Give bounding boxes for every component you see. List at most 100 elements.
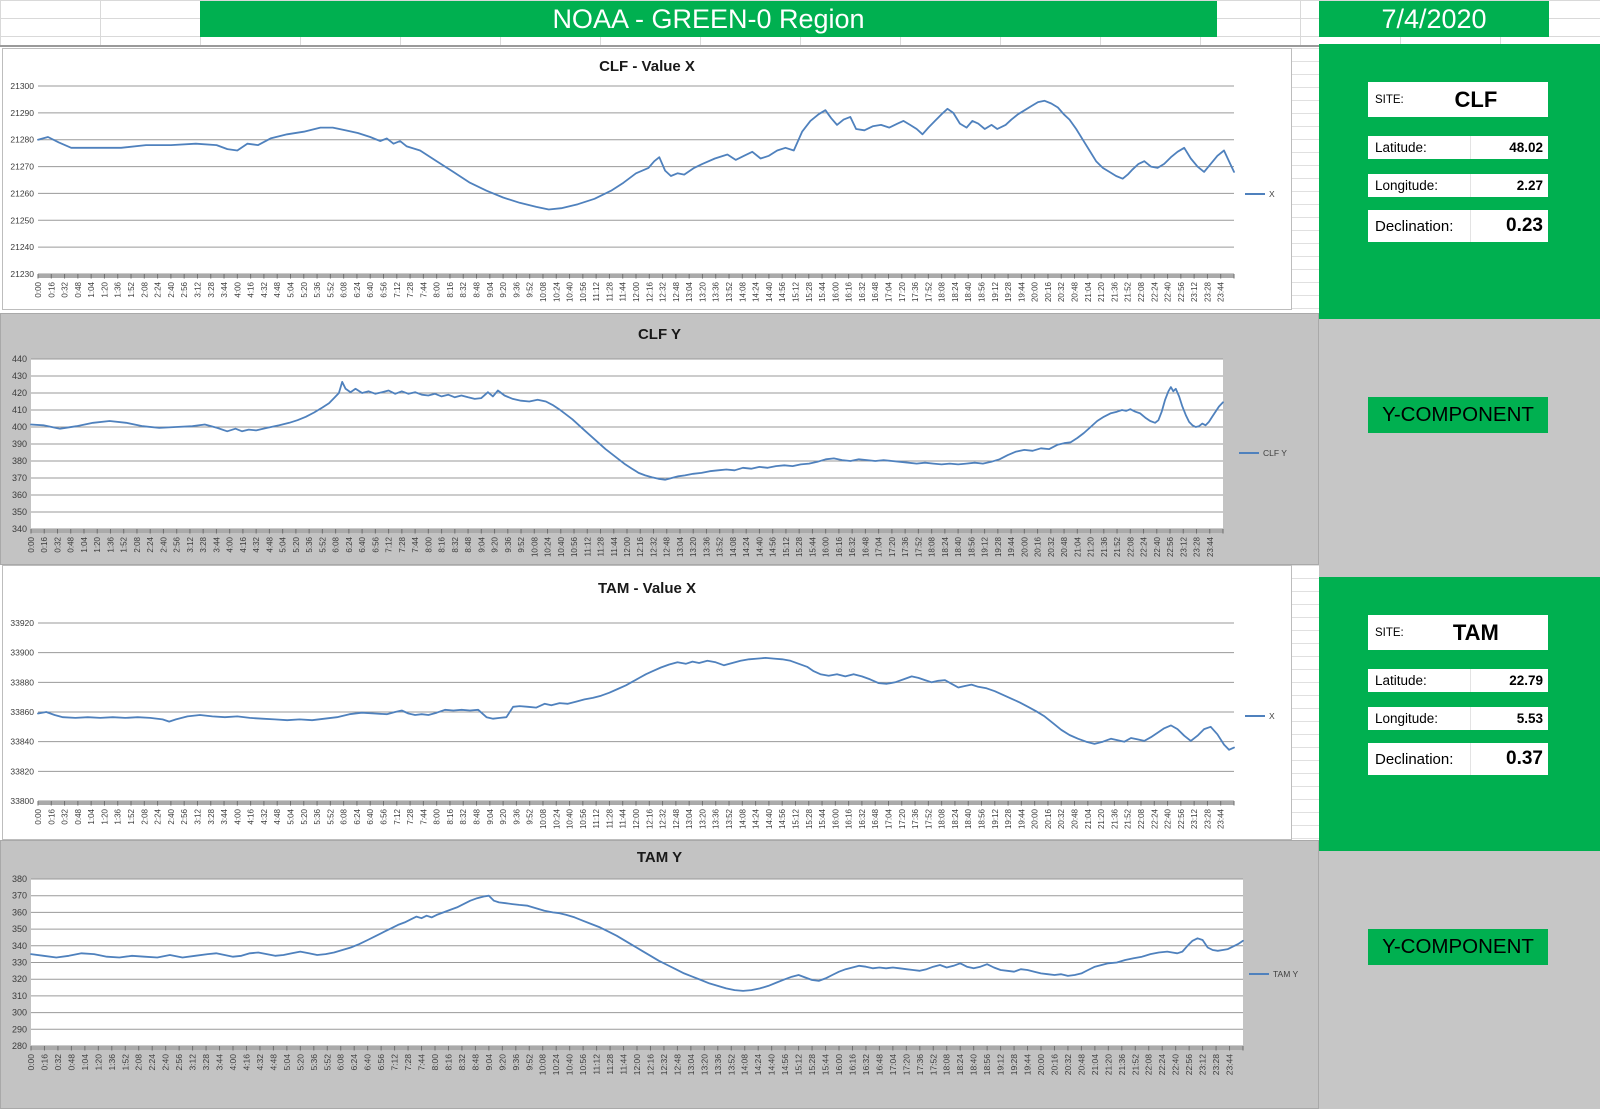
svg-text:7:12: 7:12	[390, 1054, 400, 1071]
svg-text:370: 370	[12, 473, 27, 483]
svg-text:400: 400	[12, 422, 27, 432]
svg-text:16:00: 16:00	[831, 808, 840, 829]
svg-text:4:48: 4:48	[273, 281, 282, 297]
svg-text:11:12: 11:12	[592, 808, 601, 828]
chart-tam-y[interactable]: TAM Y 280 290 300 310 320 330 340 350 360 370 380 0…	[0, 840, 1319, 1109]
site-cell[interactable]: SITE: CLF	[1368, 82, 1548, 117]
chart-tam-value-x[interactable]: TAM - Value X 33800 33820 33840 33860 33880 3…	[2, 565, 1292, 840]
svg-text:20:16: 20:16	[1044, 281, 1053, 302]
svg-text:22:08: 22:08	[1137, 281, 1146, 302]
svg-text:1:52: 1:52	[120, 1054, 130, 1071]
svg-text:4:00: 4:00	[226, 536, 235, 552]
declination-cell[interactable]: Declination: 0.37	[1368, 743, 1548, 775]
svg-text:8:32: 8:32	[457, 1054, 467, 1071]
svg-text:13:20: 13:20	[699, 1054, 709, 1076]
svg-text:18:40: 18:40	[964, 808, 973, 829]
svg-text:11:44: 11:44	[610, 536, 619, 556]
svg-text:21:36: 21:36	[1110, 808, 1119, 829]
site-cell[interactable]: SITE: TAM	[1368, 615, 1548, 650]
legend-line-icon	[1239, 452, 1259, 454]
svg-text:15:12: 15:12	[791, 808, 800, 829]
svg-text:1:52: 1:52	[127, 281, 136, 297]
svg-text:1:04: 1:04	[80, 1054, 90, 1071]
y-component-badge[interactable]: Y-COMPONENT	[1368, 397, 1548, 433]
svg-text:5:20: 5:20	[300, 808, 309, 824]
svg-text:6:08: 6:08	[340, 281, 349, 297]
svg-text:8:00: 8:00	[433, 808, 442, 824]
svg-text:33900: 33900	[10, 648, 34, 658]
svg-text:23:44: 23:44	[1217, 808, 1226, 829]
svg-text:16:48: 16:48	[871, 808, 880, 829]
svg-text:15:28: 15:28	[805, 808, 814, 829]
svg-text:12:16: 12:16	[645, 808, 654, 829]
svg-text:11:12: 11:12	[583, 536, 592, 556]
svg-text:33880: 33880	[10, 677, 34, 687]
latitude-cell[interactable]: Latitude: 48.02	[1368, 136, 1548, 159]
svg-text:8:48: 8:48	[473, 808, 482, 824]
svg-text:23:28: 23:28	[1193, 536, 1202, 557]
svg-text:9:36: 9:36	[512, 808, 521, 824]
svg-text:2:24: 2:24	[154, 281, 163, 297]
svg-text:6:40: 6:40	[366, 281, 375, 297]
svg-text:17:20: 17:20	[898, 281, 907, 302]
svg-text:0:32: 0:32	[53, 1054, 63, 1071]
svg-text:7:12: 7:12	[393, 281, 402, 297]
svg-text:15:44: 15:44	[818, 281, 827, 302]
svg-text:9:52: 9:52	[526, 808, 535, 824]
svg-text:2:56: 2:56	[180, 281, 189, 297]
svg-text:14:24: 14:24	[752, 281, 761, 302]
svg-text:8:48: 8:48	[473, 281, 482, 297]
svg-text:1:36: 1:36	[107, 1054, 117, 1071]
svg-text:19:12: 19:12	[991, 281, 1000, 302]
svg-text:7:12: 7:12	[385, 536, 394, 552]
svg-text:4:00: 4:00	[233, 281, 242, 297]
declination-cell[interactable]: Declination: 0.23	[1368, 210, 1548, 242]
svg-text:4:32: 4:32	[260, 281, 269, 297]
svg-text:21270: 21270	[10, 162, 34, 172]
svg-text:0:16: 0:16	[40, 536, 49, 552]
svg-text:21290: 21290	[10, 108, 34, 118]
svg-text:10:40: 10:40	[557, 536, 566, 557]
date-cell[interactable]: 7/4/2020	[1319, 1, 1549, 37]
svg-text:17:04: 17:04	[884, 808, 893, 829]
svg-text:21:20: 21:20	[1103, 1054, 1113, 1076]
svg-text:5:52: 5:52	[326, 281, 335, 297]
svg-text:20:16: 20:16	[1034, 536, 1043, 557]
svg-text:16:00: 16:00	[831, 281, 840, 302]
svg-text:20:32: 20:32	[1057, 281, 1066, 302]
y-component-badge[interactable]: Y-COMPONENT	[1368, 929, 1548, 965]
svg-text:20:48: 20:48	[1071, 281, 1080, 302]
svg-text:6:24: 6:24	[349, 1054, 359, 1071]
y-component-panel-clf: Y-COMPONENT	[1319, 319, 1600, 577]
chart-clf-y[interactable]: CLF Y 340 350 360 370 380 390 400 410 420 430 440 0…	[0, 313, 1319, 565]
svg-text:1:36: 1:36	[114, 808, 123, 824]
title-banner[interactable]: NOAA - GREEN-0 Region	[200, 1, 1217, 37]
svg-text:3:28: 3:28	[199, 536, 208, 552]
svg-text:6:56: 6:56	[380, 281, 389, 297]
svg-text:19:44: 19:44	[1023, 1054, 1033, 1076]
longitude-cell[interactable]: Longitude: 5.53	[1368, 707, 1548, 730]
svg-text:15:28: 15:28	[795, 536, 804, 557]
plot-area: 21230 21240 21250 21260 21270 21280 21290 21300…	[3, 49, 1291, 309]
svg-text:17:36: 17:36	[911, 808, 920, 829]
longitude-label: Longitude:	[1375, 711, 1439, 726]
svg-text:6:24: 6:24	[353, 281, 362, 297]
svg-text:1:20: 1:20	[93, 1054, 103, 1071]
svg-text:3:28: 3:28	[207, 281, 216, 297]
svg-text:9:36: 9:36	[512, 281, 521, 297]
latitude-cell[interactable]: Latitude: 22.79	[1368, 669, 1548, 692]
chart-clf-value-x[interactable]: CLF - Value X 21230 21240 21250 21260 21270 2…	[2, 48, 1292, 310]
svg-text:16:32: 16:32	[848, 536, 857, 557]
svg-text:12:48: 12:48	[672, 281, 681, 302]
svg-text:0:00: 0:00	[26, 1054, 36, 1071]
svg-text:20:00: 20:00	[1020, 536, 1029, 557]
svg-text:8:00: 8:00	[433, 281, 442, 297]
svg-text:11:44: 11:44	[619, 1054, 629, 1075]
svg-text:15:12: 15:12	[791, 281, 800, 302]
longitude-cell[interactable]: Longitude: 2.27	[1368, 174, 1548, 197]
svg-text:10:24: 10:24	[544, 536, 553, 557]
svg-text:0:16: 0:16	[39, 1054, 49, 1071]
svg-text:20:32: 20:32	[1047, 536, 1056, 557]
legend: X	[1245, 711, 1275, 721]
